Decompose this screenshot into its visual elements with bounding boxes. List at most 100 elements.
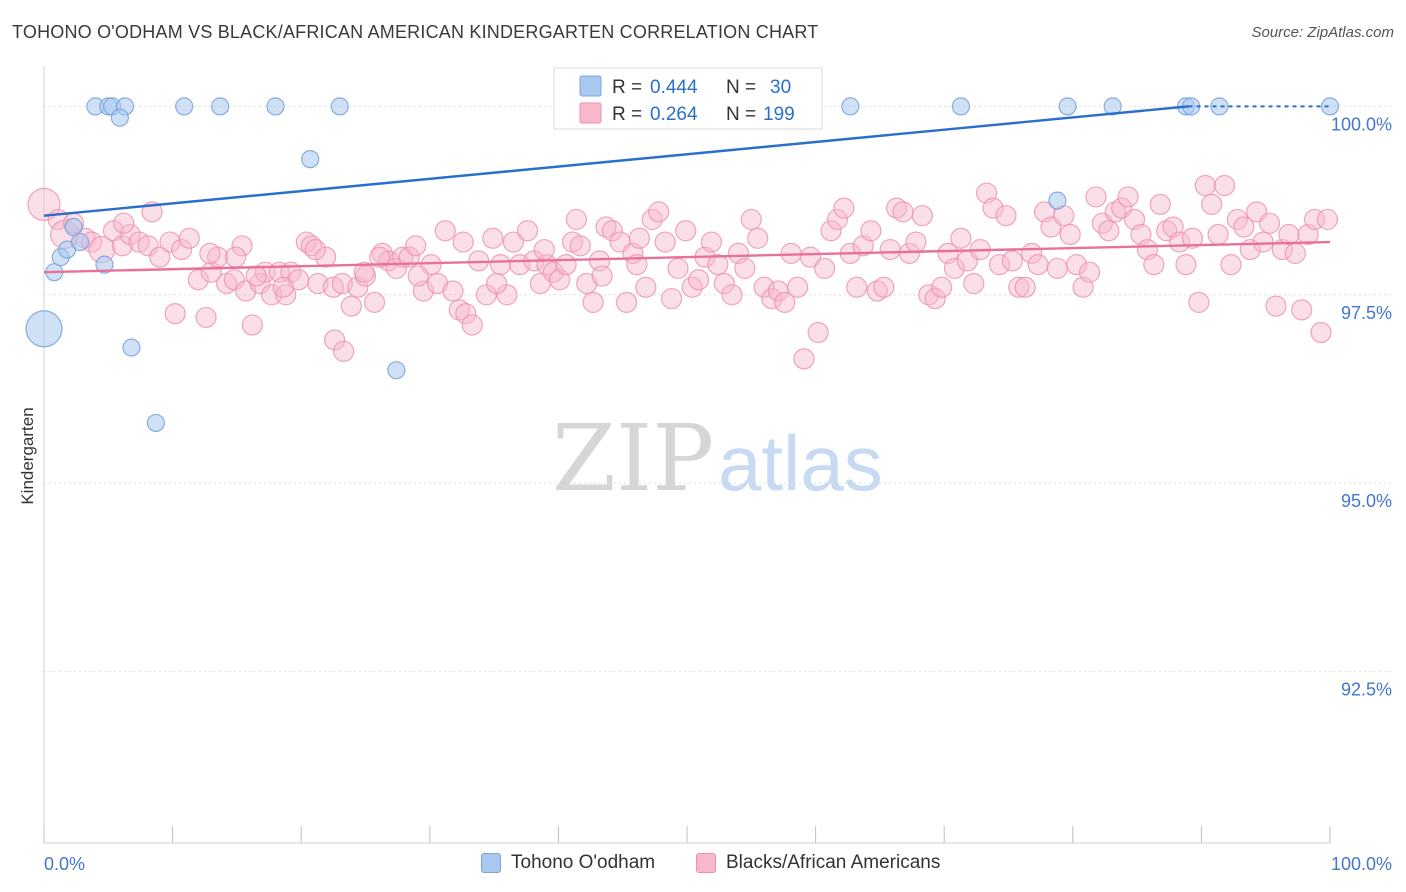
chart-source: Source: ZipAtlas.com bbox=[1251, 24, 1394, 41]
point-blacks-african-americans-64 bbox=[509, 254, 531, 276]
point-blacks-african-americans-98 bbox=[734, 257, 756, 280]
point-blacks-african-americans-49 bbox=[405, 235, 427, 257]
point-tohono-oodham-0 bbox=[25, 310, 63, 348]
point-tohono-oodham-19 bbox=[387, 361, 406, 380]
point-tohono-oodham-27 bbox=[1058, 97, 1077, 116]
point-blacks-african-americans-56 bbox=[455, 303, 477, 325]
point-blacks-african-americans-53 bbox=[434, 220, 456, 242]
point-tohono-oodham-28 bbox=[951, 97, 971, 116]
point-blacks-african-americans-33 bbox=[300, 235, 323, 257]
y-tick-label-1: 97.5% bbox=[1341, 303, 1392, 323]
point-blacks-african-americans-126 bbox=[918, 284, 940, 306]
point-tohono-oodham-8 bbox=[146, 413, 165, 433]
point-blacks-african-americans-204 bbox=[591, 265, 613, 287]
watermark-zip: ZIP bbox=[552, 405, 714, 512]
point-blacks-african-americans-200 bbox=[452, 231, 474, 253]
point-blacks-african-americans-161 bbox=[1143, 254, 1165, 276]
point-blacks-african-americans-104 bbox=[774, 291, 796, 313]
point-tohono-oodham-6 bbox=[95, 255, 114, 274]
point-tohono-oodham-22 bbox=[1103, 97, 1122, 116]
point-blacks-african-americans-24 bbox=[241, 314, 263, 336]
legend-top: R = 0.444 N = 30 R = 0.264 N = 199 bbox=[553, 67, 823, 130]
point-blacks-african-americans-122 bbox=[892, 201, 914, 223]
tick-labels: 100.0% 97.5% 95.0% 92.5% 0.0% 100.0% bbox=[44, 114, 1392, 874]
y-tick-label-0: 100.0% bbox=[1331, 114, 1392, 134]
point-blacks-african-americans-57 bbox=[461, 314, 483, 336]
point-blacks-african-americans-152 bbox=[1085, 186, 1107, 208]
point-blacks-african-americans-119 bbox=[873, 276, 895, 298]
point-tohono-oodham-7 bbox=[122, 338, 141, 357]
point-blacks-african-americans-11 bbox=[137, 235, 159, 257]
point-blacks-african-americans-82 bbox=[628, 227, 651, 249]
chart-title: TOHONO O'ODHAM VS BLACK/AFRICAN AMERICAN… bbox=[12, 22, 819, 42]
legend-pink-n-value: 199 bbox=[763, 104, 795, 125]
point-blacks-african-americans-203 bbox=[565, 208, 588, 231]
point-blacks-african-americans-197 bbox=[353, 261, 375, 283]
legend-item-blacks-african-americans[interactable]: Blacks/African Americans bbox=[696, 852, 940, 874]
point-blacks-african-americans-80 bbox=[615, 291, 638, 313]
point-blacks-african-americans-148 bbox=[1059, 223, 1081, 246]
point-blacks-african-americans-136 bbox=[982, 197, 1004, 219]
point-blacks-african-americans-205 bbox=[626, 254, 648, 276]
legend-label-blacks-african-americans: Blacks/African Americans bbox=[726, 852, 941, 873]
point-blacks-african-americans-88 bbox=[667, 257, 689, 280]
point-blacks-african-americans-146 bbox=[1046, 257, 1068, 280]
point-blacks-african-americans-195 bbox=[272, 276, 294, 298]
point-blacks-african-americans-179 bbox=[1258, 212, 1281, 234]
trend-line-blacks-african-americans bbox=[43, 240, 1331, 274]
point-blacks-african-americans-184 bbox=[1291, 299, 1313, 321]
legend-blue-swatch bbox=[579, 75, 602, 97]
point-blacks-african-americans-96 bbox=[721, 284, 743, 306]
point-blacks-african-americans-95 bbox=[713, 272, 735, 295]
axis-layer bbox=[43, 66, 1331, 844]
point-blacks-african-americans-107 bbox=[793, 348, 815, 370]
point-blacks-african-americans-15 bbox=[178, 227, 200, 249]
point-blacks-african-americans-0 bbox=[27, 187, 61, 221]
y-axis-label: Kindergarten bbox=[18, 407, 37, 504]
y-tick-label-3: 92.5% bbox=[1341, 680, 1392, 700]
point-blacks-african-americans-48 bbox=[398, 246, 420, 268]
point-blacks-african-americans-89 bbox=[675, 220, 697, 242]
point-blacks-african-americans-106 bbox=[786, 276, 809, 298]
point-blacks-african-americans-172 bbox=[1213, 174, 1236, 197]
trend-line-tohono-oodham bbox=[43, 105, 1189, 217]
point-blacks-african-americans-188 bbox=[1316, 208, 1339, 231]
point-blacks-african-americans-111 bbox=[820, 220, 842, 242]
point-blacks-african-americans-180 bbox=[1265, 295, 1287, 317]
point-tohono-oodham-25 bbox=[1210, 97, 1229, 116]
point-blacks-african-americans-73 bbox=[569, 235, 591, 257]
point-blacks-african-americans-60 bbox=[482, 227, 504, 249]
point-blacks-african-americans-115 bbox=[846, 276, 868, 298]
legend-label-tohono-oodham: Tohono O'odham bbox=[511, 852, 656, 873]
point-blacks-african-americans-137 bbox=[988, 254, 1011, 276]
legend-item-tohono-oodham[interactable]: Tohono O'odham bbox=[481, 852, 655, 874]
point-blacks-african-americans-55 bbox=[448, 299, 470, 321]
y-tick-label-2: 95.0% bbox=[1341, 491, 1392, 511]
point-blacks-african-americans-108 bbox=[799, 246, 822, 268]
legend-blue-n-value: 30 bbox=[770, 77, 791, 98]
point-blacks-african-americans-165 bbox=[1168, 231, 1191, 253]
point-tohono-oodham-13 bbox=[110, 108, 129, 127]
x-tick-label-1: 100.0% bbox=[1331, 854, 1392, 874]
point-tohono-oodham-21 bbox=[841, 97, 860, 116]
point-blacks-african-americans-43 bbox=[363, 291, 386, 313]
point-blacks-african-americans-14 bbox=[171, 238, 193, 261]
point-tohono-oodham-16 bbox=[266, 97, 285, 116]
point-blacks-african-americans-133 bbox=[963, 272, 985, 295]
point-blacks-african-americans-61 bbox=[489, 254, 512, 276]
point-blacks-african-americans-120 bbox=[879, 238, 901, 261]
point-blacks-african-americans-171 bbox=[1207, 223, 1229, 246]
point-blacks-african-americans-155 bbox=[1104, 201, 1126, 223]
point-tohono-oodham-17 bbox=[330, 97, 349, 116]
point-blacks-african-americans-125 bbox=[911, 205, 933, 227]
point-blacks-african-americans-167 bbox=[1181, 227, 1203, 249]
point-blacks-african-americans-128 bbox=[931, 276, 953, 298]
trend-layer bbox=[43, 105, 1331, 274]
point-blacks-african-americans-99 bbox=[740, 208, 762, 231]
point-blacks-african-americans-109 bbox=[807, 321, 829, 344]
point-blacks-african-americans-143 bbox=[1027, 254, 1049, 276]
point-blacks-african-americans-86 bbox=[654, 231, 676, 253]
point-blacks-african-americans-194 bbox=[245, 265, 267, 287]
point-blacks-african-americans-52 bbox=[426, 272, 449, 295]
